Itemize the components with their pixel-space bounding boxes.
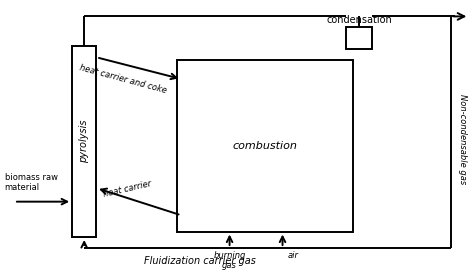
Bar [177, 60, 353, 232]
Text: combustion: combustion [232, 141, 297, 151]
Text: heat carrier: heat carrier [103, 180, 153, 199]
Text: biomass raw
material: biomass raw material [5, 173, 58, 192]
Text: air: air [287, 251, 298, 260]
Text: heat carrier and coke: heat carrier and coke [79, 63, 168, 95]
Bar [346, 27, 372, 49]
Bar [72, 46, 96, 237]
Text: pyrolysis: pyrolysis [79, 120, 89, 163]
Text: burning
gas: burning gas [213, 251, 246, 270]
Text: Fluidization carrier gas: Fluidization carrier gas [144, 256, 256, 266]
Text: condensation: condensation [326, 14, 392, 24]
Text: Non-condensable gas: Non-condensable gas [457, 94, 466, 184]
